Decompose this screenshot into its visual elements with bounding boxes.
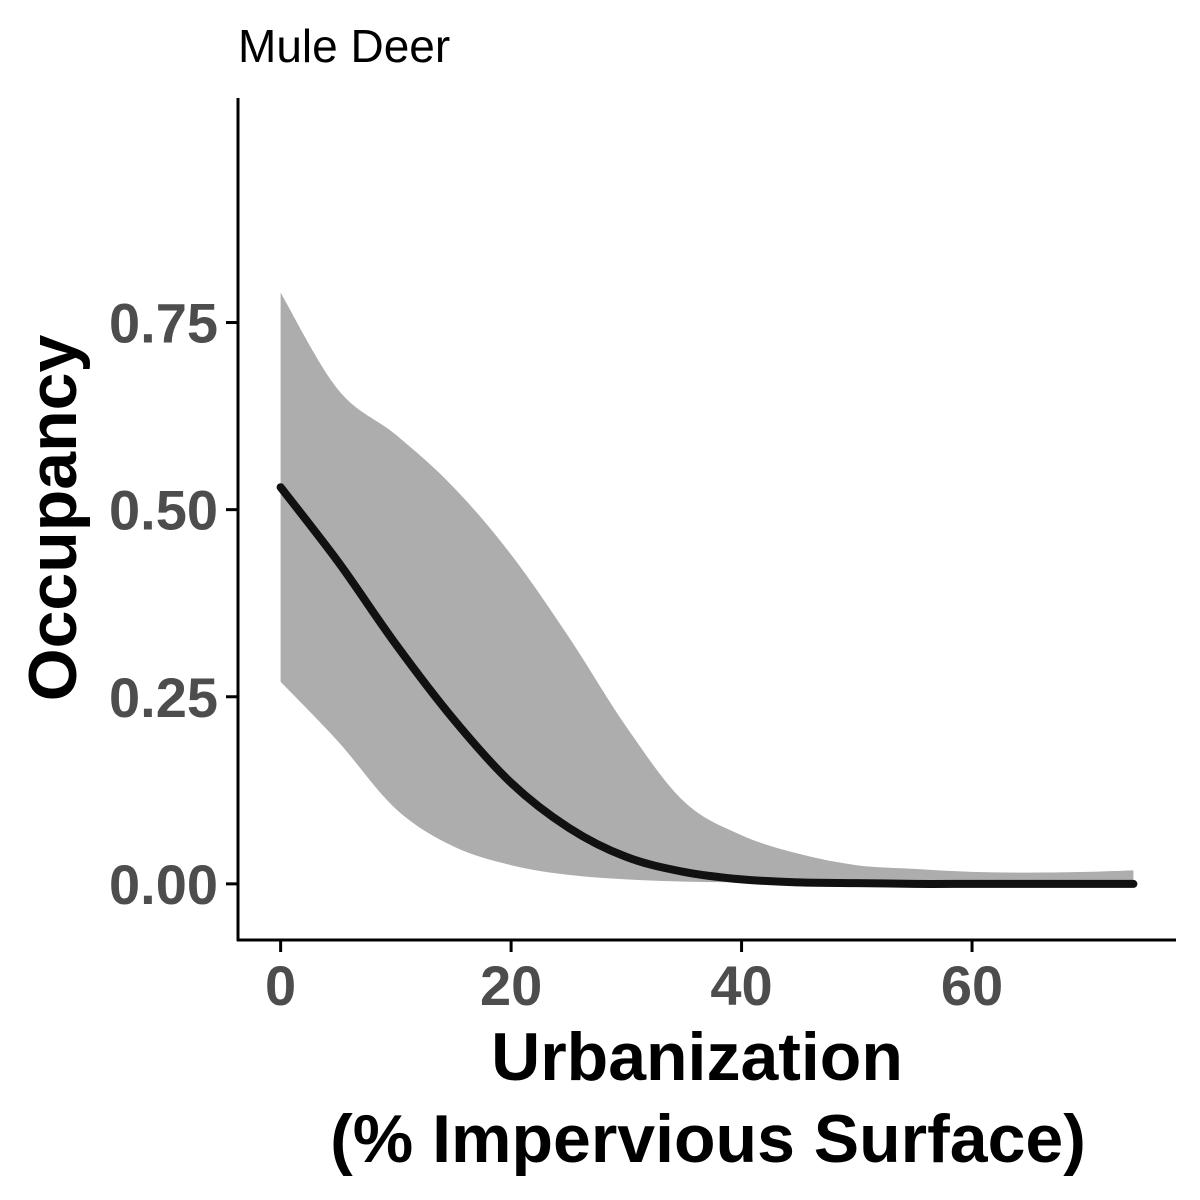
confidence-band-layer xyxy=(280,292,1134,884)
chart-title: Mule Deer xyxy=(238,20,450,72)
confidence-band-0 xyxy=(280,292,1134,884)
x-axis-title-line-2: (% Impervious Surface) xyxy=(330,1101,1086,1177)
x-ticks: 0 20 40 60 xyxy=(265,940,1003,1017)
y-tick-label: 0.75 xyxy=(109,292,218,355)
x-tick-label: 20 xyxy=(480,954,542,1017)
fit-line-layer xyxy=(276,483,1138,888)
x-tick-label: 40 xyxy=(710,954,772,1017)
x-tick-label: 60 xyxy=(941,954,1003,1017)
y-tick-label: 0.00 xyxy=(109,853,218,916)
x-tick-label: 0 xyxy=(265,954,296,1017)
y-tick-label: 0.25 xyxy=(109,666,218,729)
x-axis-title-line-1: Urbanization xyxy=(491,1019,903,1095)
y-tick-label: 0.50 xyxy=(109,479,218,542)
y-axis-title: Occupancy xyxy=(15,335,91,702)
fit-line-0 xyxy=(276,483,1138,888)
y-ticks: 0.00 0.25 0.50 0.75 xyxy=(109,292,238,916)
